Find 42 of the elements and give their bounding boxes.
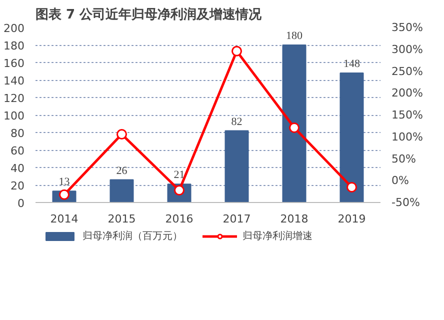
y2-tick-label: 0%: [392, 174, 409, 188]
x-tick-label: 2019: [338, 212, 366, 226]
bar: [282, 44, 306, 202]
y-tick-label: 100: [4, 110, 25, 122]
y-tick-label: 40: [10, 162, 25, 175]
x-tick-label: 2014: [50, 212, 78, 226]
y2-tick-label: 100%: [392, 130, 423, 144]
legend-label: 归母净利润（百万元）: [82, 230, 182, 243]
chart-title: 图表 7 公司近年归母净利润及增速情况: [36, 6, 263, 22]
y2-tick-label: 250%: [392, 64, 423, 78]
y-tick-label: 60: [10, 144, 25, 158]
text: 148: [344, 58, 360, 70]
x-tick-label: 2017: [222, 212, 251, 226]
text: 26: [116, 164, 128, 177]
y2-tick-label: 50%: [392, 152, 416, 166]
legend-label: 归母净利润增速: [242, 230, 312, 243]
bar: [224, 130, 249, 202]
y2-tick-label: 300%: [392, 42, 423, 56]
y-tick-label: 180: [4, 40, 25, 52]
y-tick-label: 200: [4, 22, 25, 35]
y-tick-label: 140: [4, 74, 25, 88]
text: 21: [174, 169, 185, 182]
x-tick-label: 2015: [108, 212, 136, 226]
y2-tick-label: 200%: [392, 86, 423, 100]
x-tick-label: 2018: [280, 212, 308, 226]
y2-tick-label: -50%: [392, 196, 420, 209]
text: 82: [231, 116, 242, 128]
bar: [340, 72, 364, 202]
point: [346, 182, 357, 192]
y-tick-label: 120: [4, 92, 25, 105]
point: [232, 46, 242, 56]
point: [116, 129, 127, 140]
y2-tick-label: 350%: [392, 21, 423, 34]
y-tick-label: 160: [4, 57, 25, 70]
y-tick-label: 20: [10, 180, 25, 192]
y2-tick-label: 150%: [392, 108, 423, 122]
y-tick-label: 0: [18, 197, 24, 210]
bar: [110, 179, 134, 202]
text: 180: [286, 30, 302, 42]
x-tick-label: 2016: [165, 212, 194, 226]
point: [289, 122, 300, 133]
y-tick-label: 80: [10, 127, 25, 140]
